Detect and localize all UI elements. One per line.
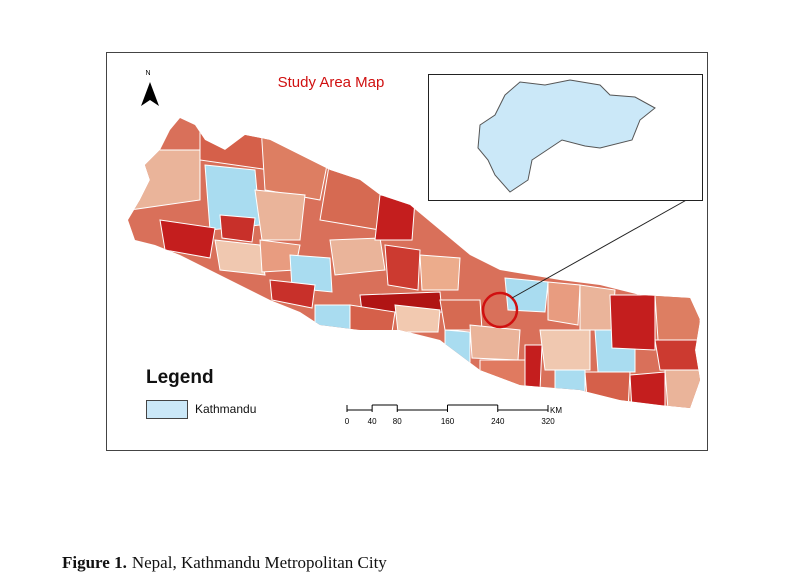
scale-label: 40 [368, 417, 377, 426]
scale-unit: KM [550, 406, 562, 415]
legend-label: Kathmandu [195, 402, 256, 416]
north-label: N [145, 70, 150, 77]
north-arrow [141, 82, 159, 106]
caption-label: Figure 1. [62, 553, 127, 572]
legend-title: Legend [146, 367, 214, 388]
scale-label: 80 [393, 417, 402, 426]
study-area-marker [481, 291, 519, 329]
legend-swatch [146, 400, 188, 419]
scale-bar: 0 40 80 160 240 320 KM [345, 404, 562, 426]
scale-label: 160 [441, 417, 455, 426]
kathmandu-inset [477, 79, 656, 193]
scale-label: 320 [541, 417, 555, 426]
map-figure: Study Area Map N Legend Kathmandu 0 40 80 1… [106, 52, 708, 451]
scale-label: 0 [345, 417, 350, 426]
callout-line [511, 197, 691, 299]
caption: Figure 1. Nepal, Kathmandu Metropolitan C… [62, 553, 387, 573]
scale-label: 240 [491, 417, 505, 426]
map-title: Study Area Map [278, 74, 385, 91]
map-frame [106, 52, 708, 451]
caption-text: Nepal, Kathmandu Metropolitan City [131, 553, 387, 572]
